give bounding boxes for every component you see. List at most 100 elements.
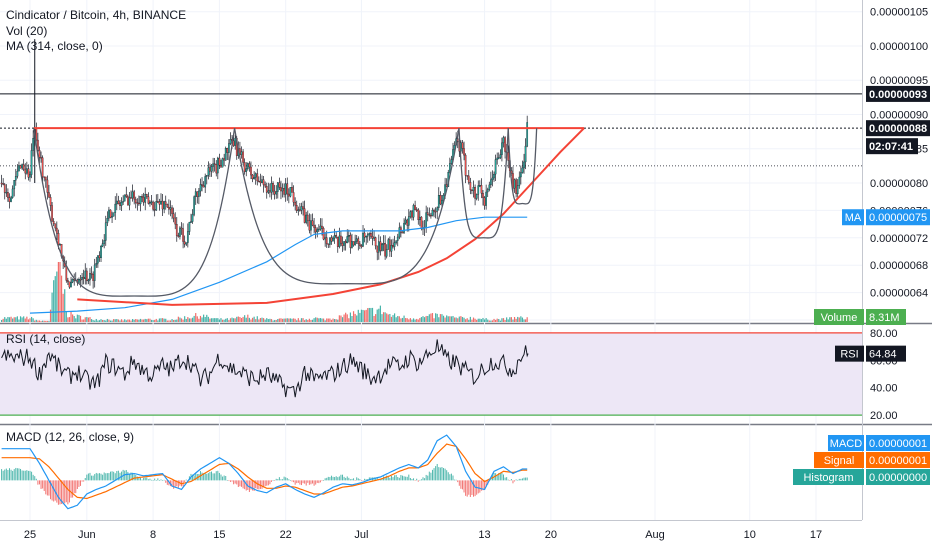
candle-body	[349, 235, 352, 248]
volume-bar	[411, 319, 413, 322]
candle-body	[387, 239, 390, 250]
volume-bar	[114, 319, 116, 322]
candle-body	[354, 241, 356, 246]
candle-body	[216, 157, 219, 174]
macd-value-tag[interactable]: MACD 0.00000001	[828, 435, 930, 451]
candle-body	[98, 255, 101, 259]
candle-body	[335, 235, 338, 238]
price-tag-last[interactable]: 0.00000088	[866, 120, 930, 137]
candle-body	[223, 158, 225, 161]
candle-body	[414, 205, 416, 210]
volume-bar	[81, 319, 83, 322]
volume-bar	[163, 318, 165, 322]
macd-histogram-bar	[106, 473, 108, 481]
macd-histogram-bar	[439, 467, 441, 481]
tag-label: Histogram	[803, 472, 853, 484]
candle-body	[276, 182, 279, 192]
candle-body	[8, 197, 11, 202]
macd-histogram-bar	[323, 480, 325, 481]
volume-bar	[62, 293, 64, 322]
volume-bar	[517, 316, 519, 322]
candle-body	[168, 206, 170, 210]
macd-histogram-bar	[368, 477, 370, 481]
macd-histogram-bar	[291, 480, 293, 482]
candle-body	[359, 243, 361, 246]
histogram-value-tag[interactable]: Histogram 0.00000000	[793, 469, 930, 485]
candle-body	[299, 209, 301, 211]
vol-legend[interactable]: Vol (20)	[6, 24, 47, 38]
rsi-legend[interactable]: RSI (14, close)	[6, 332, 85, 346]
price-tag-countdown[interactable]: 02:07:41	[866, 138, 918, 155]
candle-body	[407, 216, 410, 226]
macd-histogram-bar	[212, 473, 214, 481]
macd-histogram-bar	[477, 480, 479, 494]
candle-body	[486, 189, 489, 193]
candle-body	[261, 179, 263, 183]
ma-legend[interactable]: MA (314, close, 0)	[6, 39, 103, 53]
volume-bar	[343, 314, 345, 322]
tag-value-bg	[866, 452, 930, 468]
macd-histogram-bar	[97, 473, 99, 481]
price-tag-level[interactable]: 0.00000093	[866, 85, 930, 102]
volume-bar	[401, 317, 404, 322]
candle-body	[81, 277, 83, 280]
price-pane[interactable]	[0, 0, 862, 322]
volume-bar	[322, 318, 325, 322]
macd-histogram-bar	[214, 473, 216, 481]
price-tick-label: 0.00000072	[870, 233, 928, 245]
volume-bar	[45, 320, 47, 322]
volume-bar	[158, 318, 161, 322]
candle-body	[119, 203, 121, 206]
signal-value-tag[interactable]: Signal 0.00000001	[814, 452, 930, 468]
candle-body	[7, 192, 9, 198]
volume-bar	[471, 319, 473, 322]
candle-body	[22, 164, 25, 170]
volume-bar	[292, 318, 295, 322]
macd-histogram-bar	[108, 473, 110, 481]
rsi-value-tag[interactable]: RSI 64.84	[835, 345, 906, 362]
volume-bar	[111, 320, 113, 322]
volume-bar	[122, 320, 124, 322]
macd-histogram-bar	[67, 480, 69, 505]
macd-histogram-bar	[359, 479, 361, 481]
volume-bar	[485, 318, 487, 322]
volume-bar	[453, 317, 456, 322]
candle-body	[127, 196, 129, 206]
macd-histogram-bar	[226, 480, 228, 481]
macd-histogram-bar	[330, 475, 332, 481]
macd-histogram-bar	[282, 479, 284, 481]
candle-body	[352, 241, 355, 246]
volume-bar	[78, 314, 80, 322]
macd-legend[interactable]: MACD (12, 26, close, 9)	[6, 430, 134, 444]
macd-histogram-bar	[416, 478, 418, 481]
volume-bar	[64, 289, 66, 322]
macd-histogram-bar	[389, 477, 391, 481]
symbol-title[interactable]: Cindicator / Bitcoin, 4h, BINANCE	[6, 8, 186, 22]
volume-bar	[40, 321, 42, 322]
macd-histogram-bar	[397, 477, 399, 481]
macd-histogram-bar	[7, 469, 9, 481]
volume-bar	[337, 319, 339, 322]
candle-body	[41, 157, 44, 177]
candle-body	[319, 225, 322, 230]
candle-body	[250, 166, 252, 176]
candle-body	[482, 193, 484, 198]
macd-histogram-bar	[305, 480, 307, 486]
macd-histogram-bar	[288, 479, 290, 481]
price-tag-volume[interactable]: Volume 8.31M	[814, 309, 906, 325]
candle-body	[363, 232, 366, 238]
volume-bar	[439, 314, 441, 322]
macd-histogram-bar	[433, 468, 435, 481]
macd-histogram-bar	[245, 480, 247, 491]
price-tag-ma[interactable]: MA 0.00000075	[842, 209, 930, 226]
candle-body	[186, 231, 189, 243]
pattern-drawings[interactable]	[33, 127, 585, 306]
macd-histogram-bar	[340, 474, 342, 481]
time-tick-label: 10	[744, 529, 756, 541]
candle-body	[415, 209, 418, 211]
macd-histogram-bar	[263, 480, 265, 488]
volume-bar	[513, 317, 516, 322]
macd-histogram-bar	[424, 478, 426, 481]
candle-body	[114, 203, 117, 213]
